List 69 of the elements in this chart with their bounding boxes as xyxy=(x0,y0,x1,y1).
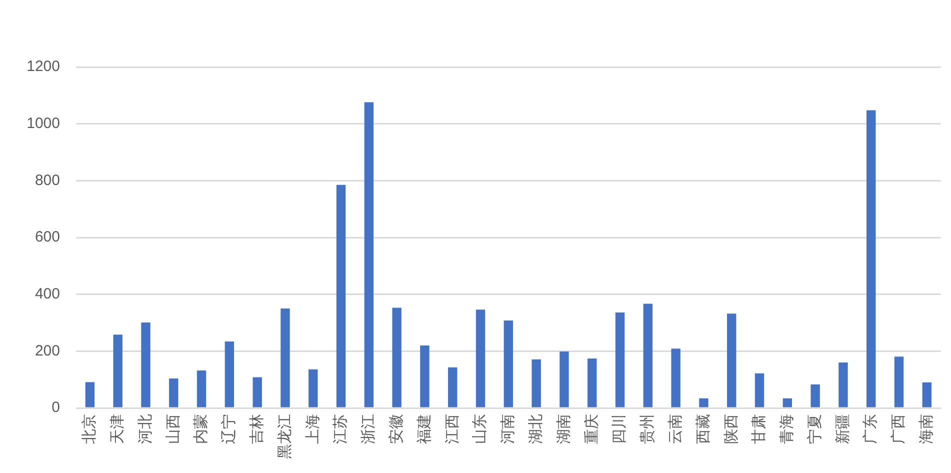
y-tick-label: 1000 xyxy=(26,114,60,132)
x-tick-label: 天津 xyxy=(108,414,126,444)
x-tick-label: 四川 xyxy=(611,414,628,444)
y-tick-label: 1200 xyxy=(26,58,60,76)
x-tick-label: 上海 xyxy=(304,414,322,444)
x-tick-label: 内蒙 xyxy=(192,414,210,444)
bar xyxy=(448,367,458,408)
bar xyxy=(560,351,569,408)
bar xyxy=(615,312,625,408)
bar xyxy=(308,369,318,408)
x-tick-label: 山西 xyxy=(164,414,182,444)
x-tick-label: 湖北 xyxy=(527,414,544,444)
bar xyxy=(113,334,122,408)
bar xyxy=(866,110,876,408)
bar xyxy=(169,378,178,408)
y-tick-label: 0 xyxy=(52,399,60,416)
bar xyxy=(364,102,374,408)
x-tick-label: 西藏 xyxy=(694,414,712,444)
x-tick-label: 山东 xyxy=(472,414,489,444)
x-tick-label: 广西 xyxy=(890,414,908,444)
bar xyxy=(894,356,904,408)
bar xyxy=(922,382,932,408)
x-tick-label: 重庆 xyxy=(583,414,600,444)
x-tick-label: 湖南 xyxy=(555,414,572,444)
bar xyxy=(141,322,150,408)
x-tick-label: 新疆 xyxy=(834,414,852,444)
bar xyxy=(392,308,402,408)
x-tick-label: 云南 xyxy=(666,414,684,444)
bar xyxy=(336,184,346,408)
bar xyxy=(196,370,206,408)
bar xyxy=(782,398,792,408)
bar xyxy=(810,384,820,408)
x-tick-label: 黑龙江 xyxy=(276,414,294,459)
bar xyxy=(588,358,597,408)
x-tick-label: 贵州 xyxy=(639,414,656,444)
x-tick-label: 广东 xyxy=(862,414,880,444)
bar xyxy=(532,359,541,408)
y-tick-label: 600 xyxy=(34,228,60,246)
bar xyxy=(280,308,290,408)
x-tick-label: 海南 xyxy=(918,414,936,444)
bar xyxy=(671,348,680,408)
x-tick-label: 浙江 xyxy=(360,414,378,444)
y-tick-label: 400 xyxy=(34,285,60,302)
bar xyxy=(85,382,95,408)
x-tick-label: 江苏 xyxy=(332,414,350,444)
x-tick-label: 河北 xyxy=(136,414,154,444)
bar xyxy=(643,304,653,408)
bar xyxy=(838,362,848,408)
bar xyxy=(727,314,736,408)
x-tick-label: 宁夏 xyxy=(806,414,824,444)
bar xyxy=(504,320,514,408)
x-tick-label: 甘肃 xyxy=(750,414,768,444)
x-tick-label: 北京 xyxy=(81,414,98,444)
x-tick-label: 辽宁 xyxy=(220,414,238,444)
bar xyxy=(699,398,708,408)
x-tick-label: 陕西 xyxy=(722,414,740,444)
x-tick-label: 安徽 xyxy=(388,414,405,444)
x-tick-label: 青海 xyxy=(778,414,796,444)
bar xyxy=(224,342,234,408)
bar xyxy=(420,345,430,408)
x-tick-label: 江西 xyxy=(444,414,461,444)
y-tick-label: 200 xyxy=(34,342,60,360)
x-tick-label: 福建 xyxy=(416,414,433,444)
bar xyxy=(476,310,486,408)
x-tick-label: 河南 xyxy=(500,414,517,444)
x-tick-label: 吉林 xyxy=(248,414,266,444)
bar xyxy=(754,373,764,408)
bar xyxy=(252,377,262,408)
y-tick-label: 800 xyxy=(34,172,60,189)
